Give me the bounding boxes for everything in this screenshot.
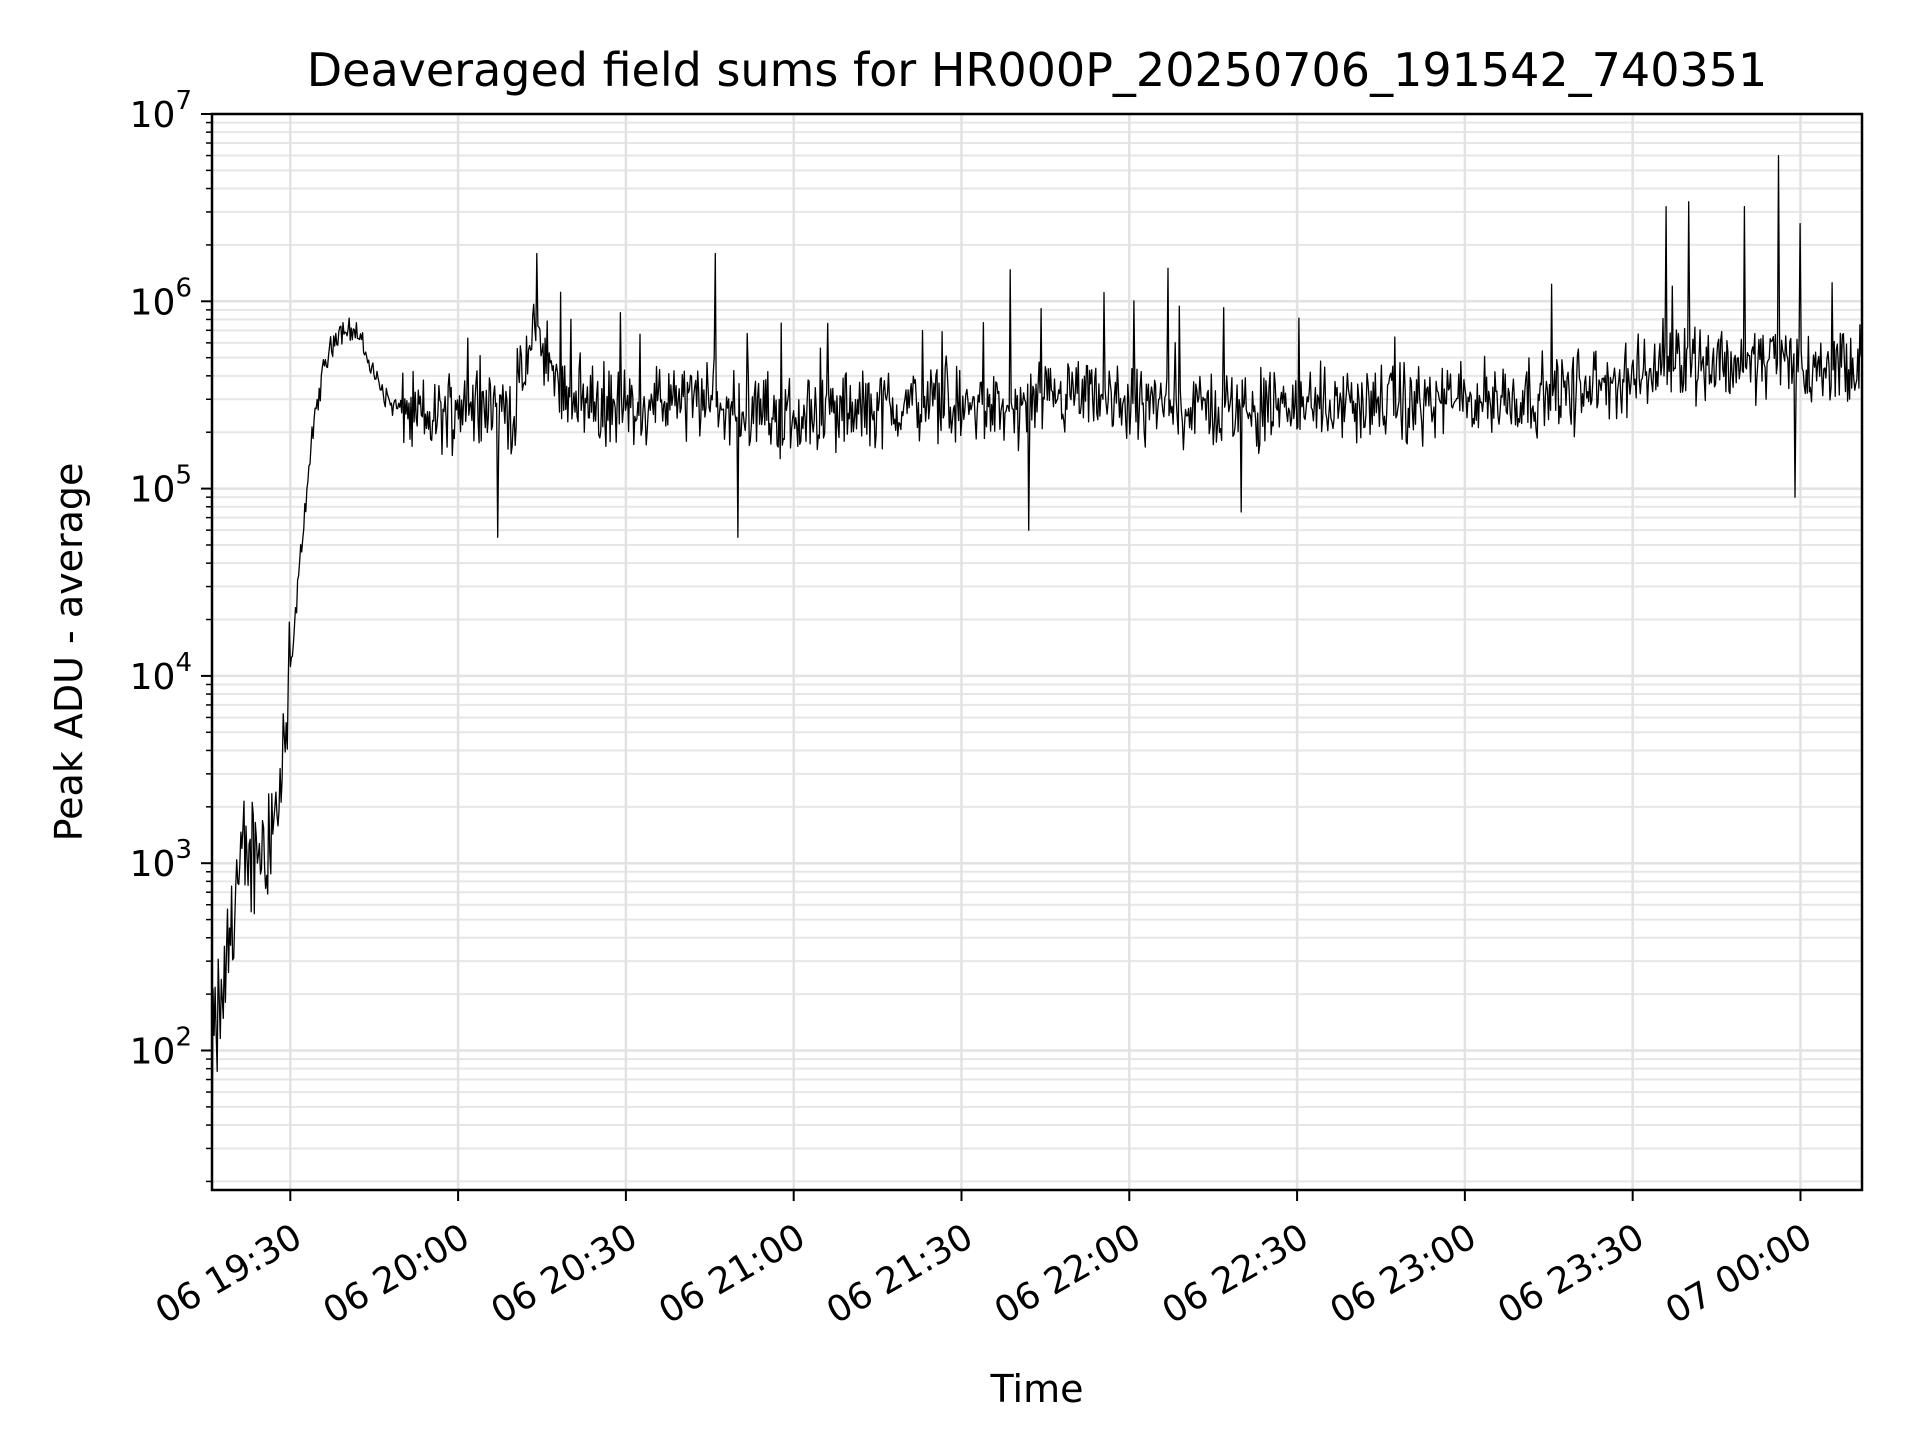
x-tick-labels: 06 19:30 06 20:00 06 20:30 06 21:00 06 21:30… xyxy=(149,1216,1819,1332)
x-tick-label: 06 23:00 xyxy=(1323,1216,1483,1332)
x-tick-label: 06 20:30 xyxy=(484,1216,644,1332)
x-tick-label: 06 19:30 xyxy=(149,1216,309,1332)
y-tick-label: 105 xyxy=(130,461,192,511)
y-axis-label: Peak ADU - average xyxy=(47,463,91,842)
x-tick-label: 06 21:00 xyxy=(652,1216,812,1332)
y-tick-label: 102 xyxy=(130,1023,192,1073)
chart-title: Deaveraged field sums for HR000P_2025070… xyxy=(307,43,1768,97)
x-tick-label: 06 22:00 xyxy=(988,1216,1148,1332)
series-layer xyxy=(211,154,1863,1182)
y-tick-label: 107 xyxy=(130,86,192,136)
y-tick-label: 106 xyxy=(130,273,192,323)
x-tick-label: 06 23:30 xyxy=(1491,1216,1651,1332)
y-tick-label: 103 xyxy=(130,835,192,885)
x-axis-label: Time xyxy=(990,1367,1084,1411)
x-tick-label: 06 20:00 xyxy=(317,1216,477,1332)
x-tick-label: 07 00:00 xyxy=(1659,1216,1819,1332)
grid xyxy=(212,112,1862,1190)
ticks xyxy=(201,113,1802,1201)
y-tick-label: 104 xyxy=(130,648,192,698)
y-tick-labels: 102 103 104 105 106 107 xyxy=(130,86,192,1073)
x-tick-label: 06 22:30 xyxy=(1156,1216,1316,1332)
x-tick-label: 06 21:30 xyxy=(820,1216,980,1332)
series-line xyxy=(211,154,1863,1182)
plot-frame xyxy=(210,112,1864,1192)
